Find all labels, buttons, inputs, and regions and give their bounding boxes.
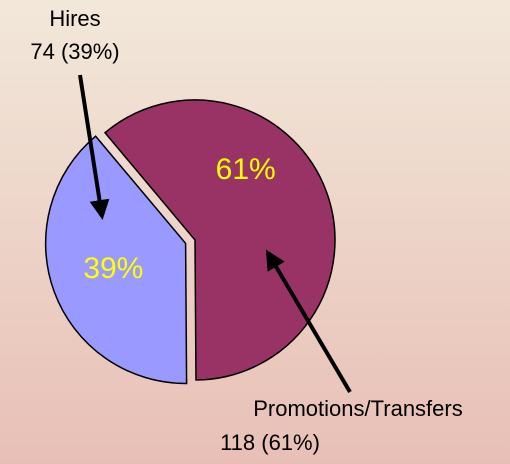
annotation: Hires [49, 6, 100, 31]
arrow [78, 74, 110, 220]
pie-slice [103, 99, 336, 381]
pie-slice [44, 135, 188, 385]
annotation: 118 (61%) [220, 430, 320, 455]
arrow [265, 249, 352, 394]
data-label: 39% [83, 252, 143, 285]
data-label: 61% [216, 153, 276, 186]
annotation: 74 (39%) [30, 39, 119, 64]
annotation: Promotions/Transfers [253, 396, 462, 421]
